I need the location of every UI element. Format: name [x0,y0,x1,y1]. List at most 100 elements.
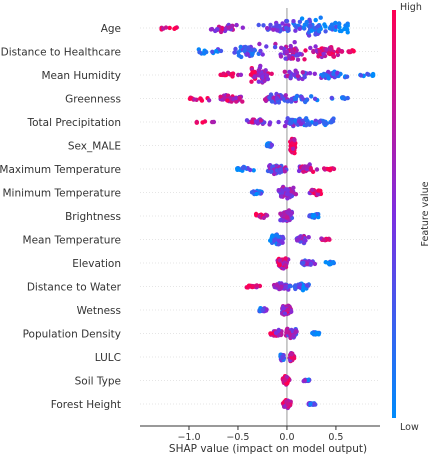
shap-dot [303,48,308,53]
shap-dot [256,22,261,28]
shap-dot [258,48,263,54]
shap-dot [265,76,271,82]
shap-dot [285,116,290,121]
shap-dot [194,119,199,125]
shap-dot [343,23,348,28]
shap-dot [278,167,283,172]
shap-dot [331,71,336,77]
shap-dot [317,48,322,54]
shap-dot [271,95,276,100]
shap-dot [274,282,279,288]
shap-dot [311,48,316,54]
shap-dot [326,260,331,266]
shap-dot [232,50,237,55]
shap-dot [307,19,313,24]
shap-dot [292,40,297,45]
shap-dot [297,282,303,287]
shap-dot [321,51,326,56]
shap-dot [306,235,311,240]
shap-dot [315,192,321,197]
shap-dot [303,99,308,105]
shap-dot [328,26,333,31]
shap-dot [276,119,281,125]
shap-dot [291,19,296,24]
feature-labels: Age Distance to Healthcare Mean Humidity Gr… [0,23,122,411]
shap-dot [282,311,288,316]
shap-dot [326,76,331,81]
shap-dot [279,284,284,289]
shap-dot [300,288,306,293]
shap-dot [268,238,273,243]
shap-dot [273,237,278,242]
shap-dot [276,327,281,333]
shap-dot [310,213,316,219]
colorbar-low-label: Low [400,422,419,433]
shap-dot [306,377,311,383]
shap-dot [285,307,291,312]
shap-dot [289,189,294,194]
shap-dot [283,263,288,268]
shap-dot [218,29,224,35]
feature-label: Soil Type [75,376,121,388]
shap-dot [200,120,205,125]
shap-dot [289,97,294,102]
shap-dot [278,211,283,216]
shap-dot [283,56,288,61]
shap-dot [210,49,215,54]
shap-dot [307,71,313,76]
shap-dot [314,331,319,336]
shap-dot [163,25,169,30]
shap-dot [308,262,313,267]
shap-dot [282,123,288,129]
shap-dot [292,137,297,143]
shap-dot [335,52,341,58]
shap-dot [310,330,315,336]
shap-dot [233,46,238,52]
shap-dot [265,26,270,31]
shap-dot [288,43,293,49]
shap-dot [246,283,252,288]
x-ticks: −1.0 −0.5 0.0 0.5 [177,426,343,443]
shap-dot [240,25,245,30]
shap-dot [249,79,254,84]
shap-dot [243,44,248,50]
shap-dot [253,119,259,124]
shap-dot [331,260,336,265]
feature-label: Maximum Temperature [0,164,121,176]
shap-dot [267,95,272,100]
shap-dot [173,25,178,31]
shap-dot [251,168,256,173]
shap-dot [238,72,244,78]
feature-label: Wetness [77,305,121,317]
shap-dot [268,331,273,336]
shap-dot [323,29,328,34]
shap-dot [299,16,305,21]
shap-dot [358,73,364,78]
shap-dot [283,93,288,98]
shap-dot [284,192,290,197]
feature-label: LULC [95,352,121,364]
shap-dot [288,75,293,80]
shap-dot [302,378,307,383]
shap-dot [254,191,259,197]
shap-dot [300,70,305,75]
shap-dot [329,95,334,101]
shap-dot [312,71,317,77]
shap-dot [291,333,296,339]
shap-dot [301,284,306,289]
shap-dot [289,352,294,357]
shap-dot [226,25,231,30]
shap-dot [293,118,298,123]
shap-dot [280,354,285,360]
x-tick-label: 0.0 [279,432,294,443]
shap-dot [262,97,268,102]
shap-dot [261,23,266,28]
shap-dot [304,19,309,25]
shap-dot [269,99,275,104]
shap-dot [270,233,275,238]
shap-dot [329,120,334,125]
shap-dot [329,22,335,27]
shap-dot [204,49,209,55]
shap-dot [328,47,333,52]
